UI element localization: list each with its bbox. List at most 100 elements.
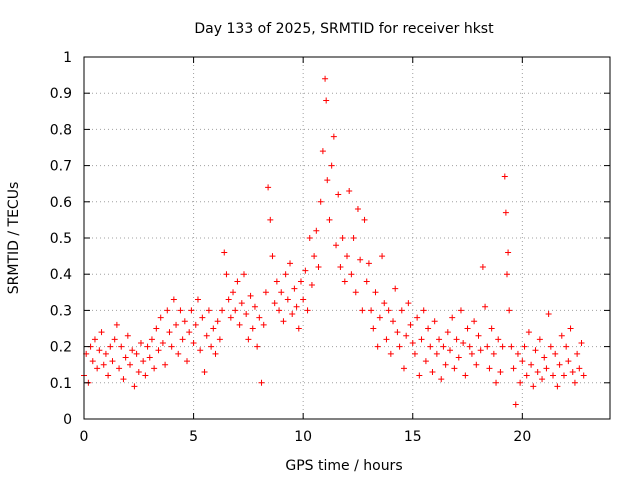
data-point — [184, 358, 191, 365]
data-point — [107, 343, 114, 350]
data-point — [186, 329, 193, 336]
data-point — [438, 376, 445, 383]
data-point — [550, 372, 557, 379]
x-tick-label: 5 — [189, 429, 198, 445]
data-point — [328, 162, 335, 169]
data-point — [127, 361, 134, 368]
data-point — [251, 303, 258, 310]
data-point — [223, 271, 230, 278]
data-point — [306, 235, 313, 241]
data-point — [194, 296, 201, 303]
data-point — [105, 372, 112, 379]
data-point — [324, 177, 331, 184]
data-point — [262, 289, 269, 296]
data-point — [91, 336, 98, 343]
data-point — [227, 314, 234, 321]
data-point — [300, 296, 307, 303]
data-point — [505, 249, 512, 256]
data-point — [471, 318, 478, 325]
data-point — [490, 350, 497, 357]
data-point — [365, 260, 372, 267]
data-point — [212, 350, 219, 357]
data-point — [124, 332, 131, 339]
data-point — [181, 318, 188, 325]
data-point — [532, 347, 539, 354]
data-point — [297, 278, 304, 285]
data-point — [221, 249, 228, 256]
data-point — [240, 271, 247, 278]
data-point — [433, 350, 440, 357]
data-point — [142, 372, 149, 379]
data-point — [201, 368, 208, 375]
data-point — [486, 365, 493, 372]
data-point — [284, 296, 291, 303]
data-point — [392, 285, 399, 292]
data-point — [230, 289, 237, 296]
data-point — [146, 354, 153, 361]
x-tick-label: 20 — [513, 429, 531, 445]
data-point — [376, 314, 383, 321]
data-point — [576, 365, 583, 372]
data-point — [348, 271, 355, 278]
data-point — [302, 267, 309, 274]
data-point — [326, 216, 333, 223]
data-point — [543, 365, 550, 372]
data-point — [273, 278, 280, 285]
data-point — [177, 307, 184, 314]
y-tick-label: 0.6 — [50, 195, 72, 211]
data-point — [519, 358, 526, 365]
x-axis: 0 5 10 15 20 — [80, 57, 531, 445]
data-point — [249, 325, 256, 332]
data-point — [387, 350, 394, 357]
x-tick-label: 15 — [404, 429, 422, 445]
data-point — [418, 336, 425, 343]
data-point — [567, 325, 574, 332]
x-tick-label: 0 — [80, 429, 89, 445]
y-tick-label: 0.8 — [50, 122, 72, 138]
data-point — [271, 300, 278, 307]
data-point — [455, 354, 462, 361]
data-point — [517, 379, 524, 386]
data-point — [216, 336, 223, 343]
data-point — [361, 216, 368, 223]
data-point — [175, 350, 182, 357]
data-point — [354, 206, 361, 213]
data-point — [560, 372, 567, 379]
data-point — [190, 339, 197, 346]
data-point — [383, 336, 390, 343]
data-point — [159, 339, 166, 346]
data-point — [267, 216, 274, 223]
data-point — [168, 343, 175, 350]
data-point — [352, 289, 359, 296]
y-axis-label: SRMTID / TECUs — [6, 182, 22, 295]
data-point — [525, 329, 532, 336]
data-point — [394, 329, 401, 336]
data-point — [236, 321, 243, 328]
data-point — [457, 307, 464, 314]
data-point — [98, 329, 105, 336]
data-point — [341, 278, 348, 285]
data-point — [534, 368, 541, 375]
data-point — [109, 358, 116, 365]
data-point — [414, 314, 421, 321]
data-point — [440, 343, 447, 350]
y-tick-label: 0.4 — [50, 267, 72, 283]
data-point — [372, 289, 379, 296]
data-point — [120, 376, 127, 383]
data-point — [203, 332, 210, 339]
data-point — [510, 365, 517, 372]
data-point — [400, 365, 407, 372]
data-point — [495, 336, 502, 343]
data-point — [379, 253, 386, 260]
data-point — [571, 379, 578, 386]
data-point — [512, 401, 519, 408]
data-point — [232, 307, 239, 314]
data-point — [140, 358, 147, 365]
data-point — [556, 361, 563, 368]
data-point — [100, 361, 107, 368]
data-point — [422, 358, 429, 365]
data-point — [563, 343, 570, 350]
data-point — [411, 350, 418, 357]
data-point — [475, 332, 482, 339]
data-point — [488, 325, 495, 332]
